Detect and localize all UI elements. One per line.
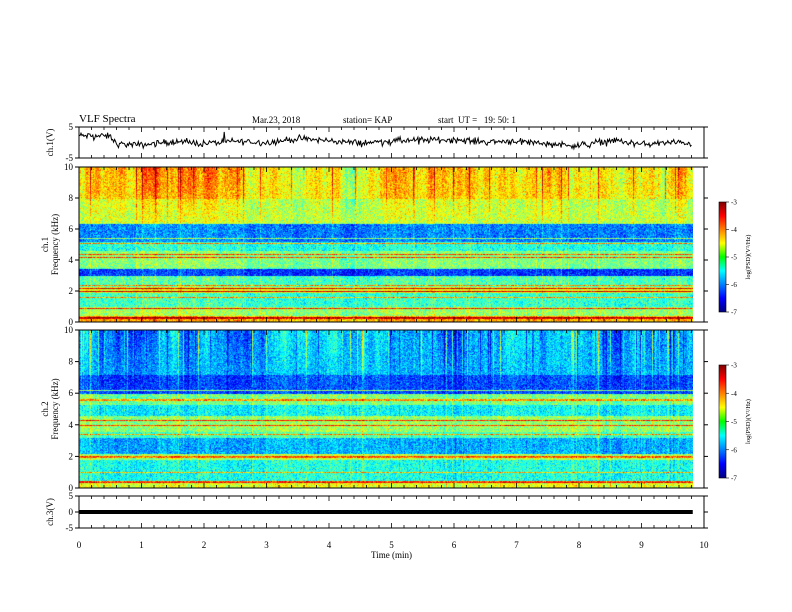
y-tick-label: 10 bbox=[64, 162, 74, 172]
colorbar-tick-label: -5 bbox=[731, 254, 737, 262]
station-label: station= KAP bbox=[343, 115, 393, 125]
colorbar-tick-label: -7 bbox=[731, 475, 737, 483]
x-tick-label: 7 bbox=[514, 540, 519, 550]
y-tick-label: -5 bbox=[66, 523, 74, 533]
spectrogram-image bbox=[79, 330, 693, 488]
x-tick-label: 3 bbox=[264, 540, 269, 550]
ch3-waveform-panel: 5 0 -5 ch.3(V) bbox=[45, 491, 708, 533]
colorbar: -3 -4 -5 -6 -7 log(PSD)(V²/Hz) bbox=[718, 199, 752, 317]
y-tick-label: 5 bbox=[69, 491, 74, 501]
ch1-waveform-panel: 5 -5 ch.1(V) bbox=[45, 122, 708, 163]
x-tick-label: 8 bbox=[577, 540, 582, 550]
x-tick-label: 10 bbox=[700, 540, 710, 550]
y-axis-label: ch.2Frequency (kHz) bbox=[40, 378, 60, 439]
x-tick-label: 1 bbox=[139, 540, 144, 550]
y-tick-label: 5 bbox=[69, 122, 74, 132]
colorbar-label: log(PSD)(V²/Hz) bbox=[745, 399, 752, 444]
colorbar-gradient bbox=[718, 364, 727, 479]
ch2-spectrogram-panel: 0 2 4 6 8 10 ch.2Frequency (kHz) -3 -4 -5 -6 -7 log(… bbox=[40, 325, 752, 493]
y-tick-label: -5 bbox=[66, 153, 74, 163]
date-label: Mar.23, 2018 bbox=[252, 115, 301, 125]
y-tick-label: 0 bbox=[69, 507, 74, 517]
y-axis-label: ch.1(V) bbox=[45, 129, 55, 157]
colorbar-tick-label: -3 bbox=[731, 199, 737, 207]
colorbar-tick-label: -6 bbox=[731, 281, 737, 289]
colorbar-tick-label: -3 bbox=[731, 362, 737, 370]
x-axis-label: Time (min) bbox=[371, 550, 412, 560]
y-tick-label: 0 bbox=[69, 317, 74, 327]
x-tick-label: 5 bbox=[389, 540, 394, 550]
x-tick-label: 0 bbox=[77, 540, 82, 550]
colorbar-tick-label: -5 bbox=[731, 418, 737, 426]
chart-title: VLF Spectra bbox=[79, 113, 136, 125]
x-tick-label: 2 bbox=[202, 540, 207, 550]
y-tick-label: 6 bbox=[69, 388, 74, 398]
y-tick-label: 0 bbox=[69, 483, 74, 493]
y-tick-label: 8 bbox=[69, 193, 74, 203]
colorbar-tick-label: -6 bbox=[731, 446, 737, 454]
y-axis-label: ch.1Frequency (kHz) bbox=[40, 214, 60, 275]
y-tick-label: 2 bbox=[69, 451, 74, 461]
y-tick-label: 8 bbox=[69, 357, 74, 367]
colorbar-gradient bbox=[718, 201, 727, 313]
colorbar-label: log(PSD)(V²/Hz) bbox=[745, 235, 752, 280]
y-tick-label: 2 bbox=[69, 286, 74, 296]
y-axis-label: ch.3(V) bbox=[45, 498, 55, 526]
y-tick-label: 6 bbox=[69, 224, 74, 234]
spectrogram-image bbox=[79, 167, 693, 322]
colorbar-tick-label: -4 bbox=[731, 226, 737, 234]
ch1-spectrogram-panel: 0 2 4 6 8 10 ch.1Frequency (kHz) -3 -4 -5 -6 -7 log(… bbox=[40, 162, 752, 327]
x-tick-label: 4 bbox=[327, 540, 332, 550]
y-tick-label: 4 bbox=[69, 255, 74, 265]
colorbar-tick-label: -4 bbox=[731, 390, 737, 398]
x-tick-label: 9 bbox=[639, 540, 644, 550]
y-tick-label: 10 bbox=[64, 325, 74, 335]
colorbar: -3 -4 -5 -6 -7 log(PSD)(V²/Hz) bbox=[718, 362, 752, 483]
ch1-waveform-line bbox=[78, 131, 692, 151]
colorbar-tick-label: -7 bbox=[731, 309, 737, 317]
x-tick-label: 6 bbox=[452, 540, 457, 550]
y-tick-label: 4 bbox=[69, 420, 74, 430]
start-time-label: start UT = 19: 50: 1 bbox=[438, 115, 516, 125]
